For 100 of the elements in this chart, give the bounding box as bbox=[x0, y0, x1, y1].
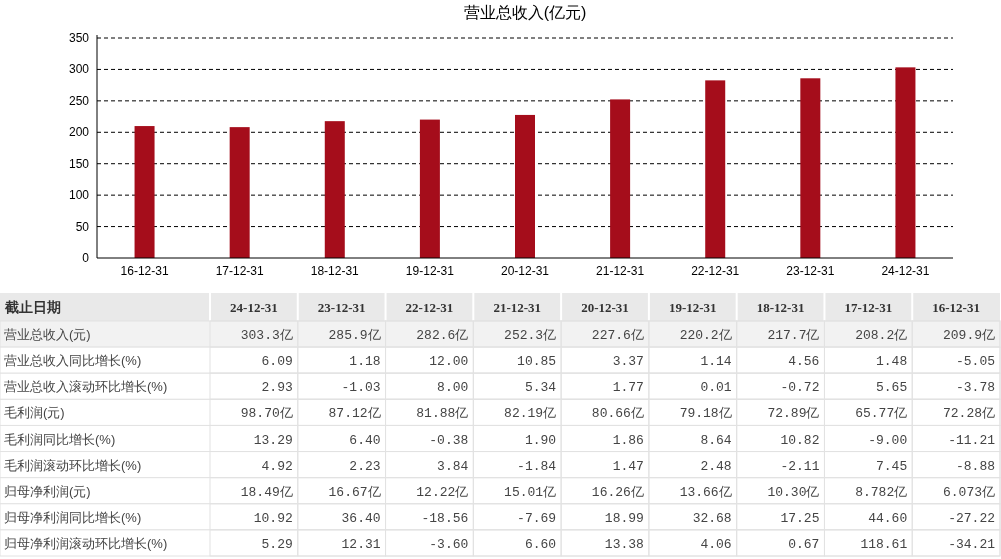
y-tick-label: 50 bbox=[75, 219, 90, 234]
data-label: 6.073亿 bbox=[942, 484, 995, 500]
y-tick-label: 毛利润滚动环比增长(%) bbox=[4, 457, 142, 473]
x-tick-label: 21-12-31 bbox=[596, 264, 645, 278]
data-label: 2.93 bbox=[261, 380, 293, 396]
x-tick-label: 16-12-31 bbox=[932, 300, 980, 315]
x-tick-label: 18-12-31 bbox=[756, 300, 805, 315]
data-label: 81.88亿 bbox=[416, 406, 469, 422]
data-label: 87.12亿 bbox=[328, 406, 381, 422]
y-tick-label: 250 bbox=[68, 93, 90, 108]
y-tick-label: 毛利润(元) bbox=[4, 405, 65, 421]
data-label: 303.3亿 bbox=[240, 328, 293, 344]
y-tick-label: 归母净利润(元) bbox=[4, 483, 91, 499]
data-label: 72.28亿 bbox=[942, 406, 995, 422]
data-label: 36.40 bbox=[341, 510, 381, 526]
data-label: 5.29 bbox=[261, 536, 293, 552]
y-tick-label: 200 bbox=[68, 125, 90, 140]
data-label: -0.72 bbox=[780, 380, 820, 396]
data-label: 8.00 bbox=[437, 380, 469, 396]
data-label: -27.22 bbox=[948, 510, 995, 526]
data-label: 118.61 bbox=[860, 536, 908, 552]
data-label: 8.64 bbox=[700, 432, 732, 448]
data-label: 72.89亿 bbox=[767, 406, 820, 422]
data-label: 12.00 bbox=[429, 354, 469, 370]
data-label: 2.23 bbox=[349, 458, 381, 474]
data-label: 98.70亿 bbox=[240, 406, 293, 422]
data-label: 8.782亿 bbox=[855, 484, 908, 500]
data-label: 6.09 bbox=[261, 354, 293, 370]
data-label: 4.06 bbox=[700, 536, 732, 552]
data-label: 217.7亿 bbox=[767, 328, 820, 344]
y-tick-label: 0 bbox=[82, 251, 90, 265]
data-label: 80.66亿 bbox=[591, 406, 644, 422]
data-label: 3.37 bbox=[612, 354, 644, 370]
y-tick-label: 350 bbox=[68, 31, 90, 45]
data-label: 3.84 bbox=[437, 458, 469, 474]
data-label: 4.56 bbox=[788, 354, 820, 370]
x-tick-label: 20-12-31 bbox=[581, 300, 629, 315]
data-label: 18.99 bbox=[604, 510, 644, 526]
data-label: 252.3亿 bbox=[504, 328, 557, 344]
data-label: 32.68 bbox=[692, 510, 732, 526]
data-label: 82.19亿 bbox=[504, 406, 557, 422]
data-label: 15.01亿 bbox=[504, 484, 557, 500]
data-label: 13.66亿 bbox=[679, 484, 732, 500]
data-label: -18.56 bbox=[421, 510, 469, 526]
data-label: -3.60 bbox=[429, 536, 469, 552]
y-axis-title: 截止日期 bbox=[4, 299, 61, 315]
data-label: -8.88 bbox=[955, 458, 995, 474]
x-tick-label: 16-12-31 bbox=[120, 264, 169, 278]
data-label: 44.60 bbox=[868, 510, 908, 526]
data-label: 10.92 bbox=[253, 510, 293, 526]
data-label: -9.00 bbox=[868, 432, 908, 448]
data-label: 7.45 bbox=[876, 458, 908, 474]
y-tick-label: 归母净利润滚动环比增长(%) bbox=[4, 535, 168, 551]
data-label: -1.03 bbox=[341, 380, 381, 396]
data-label: 209.9亿 bbox=[942, 328, 995, 344]
x-tick-label: 21-12-31 bbox=[493, 300, 542, 315]
data-label: 5.65 bbox=[876, 380, 908, 396]
data-label: -5.05 bbox=[955, 354, 995, 370]
data-label: 220.2亿 bbox=[679, 328, 732, 344]
data-label: 12.22亿 bbox=[416, 484, 469, 500]
data-label: 1.48 bbox=[876, 354, 908, 370]
data-label: 227.6亿 bbox=[591, 328, 644, 344]
data-label: 1.86 bbox=[612, 432, 644, 448]
data-label: 285.9亿 bbox=[328, 328, 381, 344]
y-tick-label: 100 bbox=[68, 188, 90, 203]
x-tick-label: 18-12-31 bbox=[310, 264, 360, 278]
data-label: 208.2亿 bbox=[855, 328, 908, 344]
data-label: 17.25 bbox=[780, 510, 820, 526]
data-label: 13.29 bbox=[253, 432, 293, 448]
y-tick-label: 300 bbox=[68, 62, 90, 77]
data-label: 1.14 bbox=[700, 354, 732, 370]
data-label: -1.84 bbox=[517, 458, 557, 474]
x-tick-label: 23-12-31 bbox=[317, 300, 366, 315]
data-label: 5.34 bbox=[524, 380, 557, 396]
data-label: 16.26亿 bbox=[591, 484, 644, 500]
data-label: -34.21 bbox=[948, 536, 996, 552]
data-label: 6.60 bbox=[524, 536, 557, 552]
data-label: 18.49亿 bbox=[240, 484, 293, 500]
x-tick-label: 22-12-31 bbox=[405, 300, 454, 315]
x-tick-label: 20-12-31 bbox=[500, 264, 550, 278]
data-label: 6.40 bbox=[349, 432, 381, 448]
x-tick-label: 19-12-31 bbox=[405, 264, 455, 278]
chart-title: 营业总收入(亿元) bbox=[463, 4, 587, 21]
data-label: 13.38 bbox=[604, 536, 644, 552]
data-label: 2.48 bbox=[700, 458, 732, 474]
data-label: 10.85 bbox=[517, 354, 557, 370]
y-tick-label: 营业总收入滚动环比增长(%) bbox=[4, 379, 168, 395]
data-label: -7.69 bbox=[517, 510, 557, 526]
data-label: 16.67亿 bbox=[328, 484, 381, 500]
data-label: 0.67 bbox=[788, 536, 820, 552]
y-tick-label: 归母净利润同比增长(%) bbox=[4, 509, 142, 525]
data-label: 12.31 bbox=[341, 536, 381, 552]
data-label: 1.90 bbox=[524, 432, 557, 448]
data-label: 1.47 bbox=[612, 458, 644, 474]
data-label: -11.21 bbox=[948, 432, 996, 448]
data-label: -3.78 bbox=[955, 380, 995, 396]
x-tick-label: 24-12-31 bbox=[881, 264, 930, 278]
data-label: -2.11 bbox=[780, 458, 820, 474]
x-tick-label: 23-12-31 bbox=[786, 264, 835, 278]
x-tick-label: 22-12-31 bbox=[691, 264, 740, 278]
